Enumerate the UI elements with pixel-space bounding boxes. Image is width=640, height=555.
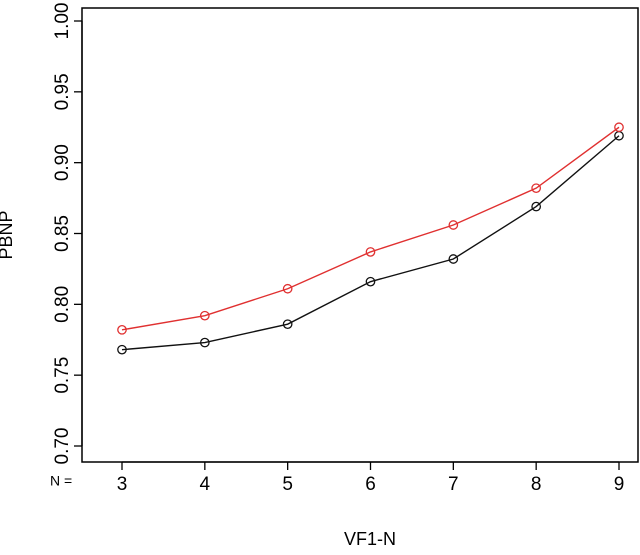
data-point xyxy=(531,183,542,194)
series-2 xyxy=(117,122,624,335)
data-point xyxy=(199,337,210,348)
x-prefix-label: N = xyxy=(50,473,72,489)
data-point xyxy=(282,319,293,330)
y-tick-label: 0.95 xyxy=(52,73,73,110)
data-point xyxy=(199,310,210,321)
x-axis: 3 4 5 6 7 8 9 xyxy=(117,461,625,495)
series-line xyxy=(121,126,620,331)
x-tick-label: 6 xyxy=(365,474,376,495)
x-tick-label: 4 xyxy=(200,474,211,495)
y-tick-label: 0.90 xyxy=(52,144,73,181)
data-point xyxy=(448,254,459,264)
y-axis: 0.70 0.75 0.80 0.85 0.90 0.95 1.00 xyxy=(52,3,83,465)
y-axis-title: PBNP xyxy=(0,210,16,259)
data-point xyxy=(365,276,376,287)
data-point xyxy=(531,201,542,212)
series-layer xyxy=(117,122,624,355)
y-tick-label: 0.85 xyxy=(52,215,73,252)
x-tick-label: 7 xyxy=(448,474,459,495)
data-point xyxy=(365,247,376,257)
data-point xyxy=(117,324,127,335)
x-tick-label: 5 xyxy=(282,474,293,495)
x-tick-label: 8 xyxy=(531,474,542,495)
x-tick-label: 9 xyxy=(614,474,625,495)
series-line xyxy=(121,135,620,351)
x-axis-title: VF1-N xyxy=(344,529,396,549)
y-tick-label: 0.75 xyxy=(52,357,73,394)
data-point xyxy=(448,220,459,230)
x-tick-label: 3 xyxy=(117,474,128,495)
data-point xyxy=(117,344,127,355)
y-tick-label: 0.70 xyxy=(52,428,73,465)
y-tick-label: 0.80 xyxy=(52,286,73,323)
y-tick-label: 1.00 xyxy=(52,3,73,40)
plot-area-frame xyxy=(81,7,639,463)
data-point xyxy=(614,122,624,133)
series-1 xyxy=(117,130,624,355)
data-point xyxy=(282,283,293,294)
